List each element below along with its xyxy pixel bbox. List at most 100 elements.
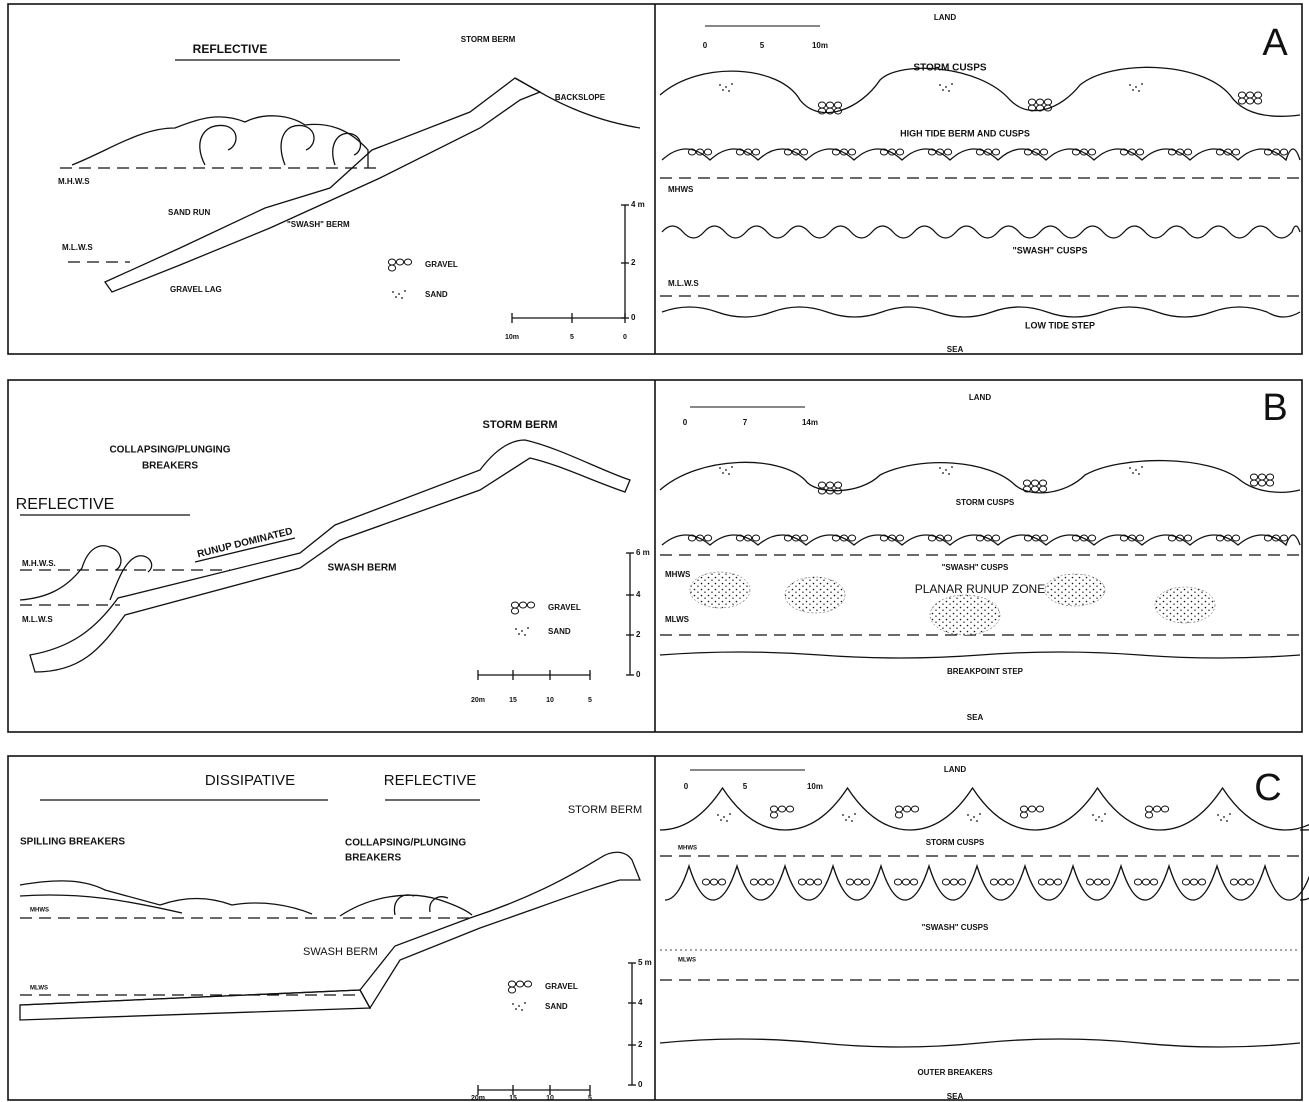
gravel-symbol [1250, 480, 1257, 486]
page: Beach morphology diagram {"panels": [ {"… [0, 0, 1309, 1102]
gravel-symbol [1232, 535, 1239, 541]
label: 0 [684, 782, 689, 791]
gravel-symbol [1266, 480, 1273, 486]
label: SEA [947, 1092, 964, 1101]
gravel-symbol [1258, 480, 1265, 486]
sand-symbol [1132, 472, 1134, 474]
label: 5 [743, 782, 748, 791]
swash-cusps [662, 226, 1300, 238]
label: 5 [588, 1095, 592, 1102]
swash-cusps [662, 535, 1300, 545]
label: GRAVEL [425, 260, 458, 269]
gravel-symbol [1038, 879, 1045, 885]
runup-patch [1045, 574, 1105, 606]
gravel-symbol [1028, 806, 1035, 812]
label: MHWS [678, 846, 697, 852]
label: BACKSLOPE [555, 93, 606, 102]
label: 2 [631, 258, 636, 267]
gravel-symbol [942, 879, 949, 885]
breaker-outline [20, 881, 472, 916]
sand-symbol [1138, 90, 1140, 92]
gravel-symbol [895, 806, 902, 812]
label: LOW TIDE STEP [1025, 320, 1095, 330]
gravel-symbol [910, 879, 917, 885]
sand-symbol [515, 1008, 517, 1010]
label: REFLECTIVE [16, 496, 115, 513]
sand-symbol [728, 473, 730, 475]
sand-symbol [719, 84, 721, 86]
sand-symbol [515, 628, 517, 630]
label: 0 [631, 313, 636, 322]
breaker-outline [72, 116, 368, 168]
gravel-symbol [998, 879, 1005, 885]
label: 0 [683, 418, 688, 427]
breaker-curl [333, 133, 361, 165]
gravel-symbol [1036, 99, 1043, 105]
sand-symbol [1129, 84, 1131, 86]
sand-symbol [942, 89, 944, 91]
label: MHWS [665, 570, 691, 579]
gravel-symbol [1250, 474, 1257, 480]
label: COLLAPSING/PLUNGING [109, 445, 230, 456]
sand-symbol [1104, 813, 1106, 815]
low-tide-step [662, 307, 1300, 317]
label: STORM BERM [568, 804, 642, 816]
gravel-symbol [1046, 879, 1053, 885]
label: MHWS [30, 908, 49, 914]
label: STORM BERM [483, 419, 558, 431]
gravel-symbol [770, 812, 777, 818]
gravel-symbol [1031, 480, 1038, 486]
gravel-symbol [1230, 879, 1237, 885]
label: 10 [546, 1095, 554, 1102]
label: M.H.W.S [58, 177, 90, 186]
label: 5 [588, 697, 592, 704]
gravel-symbol [1184, 149, 1191, 155]
gravel-symbol [958, 879, 965, 885]
gravel-symbol [1150, 879, 1157, 885]
gravel-symbol [902, 879, 909, 885]
gravel-symbol [404, 259, 411, 265]
gravel-symbol [511, 602, 518, 608]
label: SAND RUN [168, 208, 210, 217]
gravel-symbol [1190, 879, 1197, 885]
sand-symbol [948, 473, 950, 475]
gravel-symbol [704, 149, 711, 155]
gravel-symbol [834, 482, 841, 488]
gravel-symbol [1040, 535, 1047, 541]
sand-symbol [521, 1009, 523, 1011]
gravel-symbol [1094, 879, 1101, 885]
gravel-symbol [1020, 812, 1027, 818]
sand-symbol [725, 469, 727, 471]
label: C [1254, 767, 1281, 809]
runup-patch [785, 577, 845, 613]
sand-symbol [512, 1003, 514, 1005]
gravel-symbol [1142, 879, 1149, 885]
label: M.L.W.S [22, 615, 53, 624]
gravel-symbol [896, 149, 903, 155]
sand-symbol [728, 90, 730, 92]
sand-symbol [973, 816, 975, 818]
outer-breakers [660, 1039, 1300, 1047]
gravel-symbol [826, 482, 833, 488]
breaker-outline [20, 546, 152, 600]
gravel-symbol [1039, 486, 1046, 492]
backslope [515, 78, 640, 128]
sand-symbol [970, 819, 972, 821]
label: LAND [934, 13, 956, 22]
sand-symbol [524, 634, 526, 636]
sand-symbol [725, 86, 727, 88]
label: PLANAR RUNUP ZONE [915, 582, 1045, 596]
gravel-symbol [718, 879, 725, 885]
sand-symbol [939, 84, 941, 86]
gravel-symbol [992, 149, 999, 155]
sand-symbol [1135, 469, 1137, 471]
sand-symbol [1220, 819, 1222, 821]
gravel-symbol [1134, 879, 1141, 885]
gravel-symbol [396, 259, 403, 265]
label: 2 [638, 1040, 643, 1049]
label: MLWS [30, 986, 48, 992]
sand-symbol [1229, 813, 1231, 815]
gravel-symbol [1136, 535, 1143, 541]
sand-symbol [395, 296, 397, 298]
sand-symbol [1135, 86, 1137, 88]
